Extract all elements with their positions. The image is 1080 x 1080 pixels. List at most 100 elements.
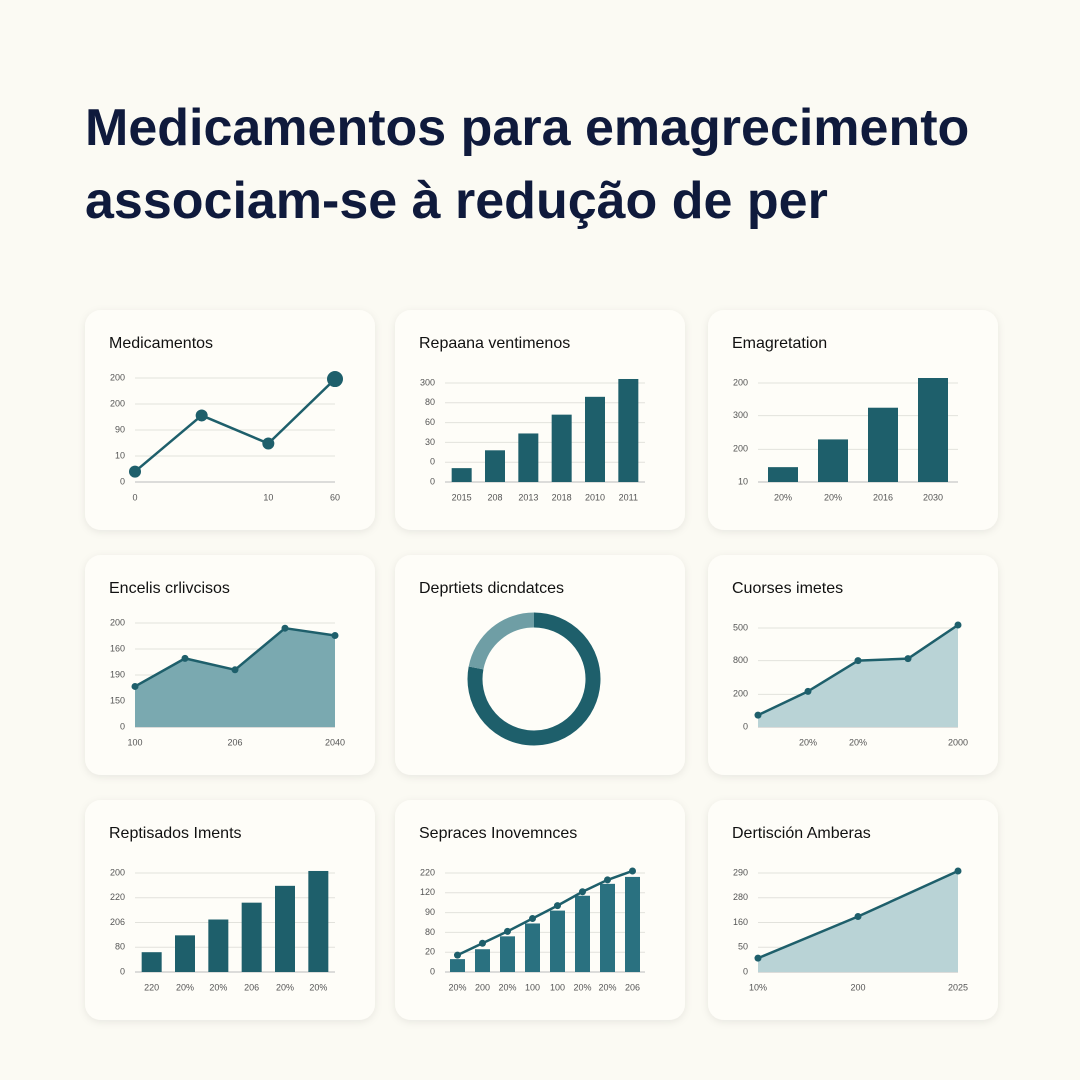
y-tick-label: 160 (733, 917, 748, 927)
y-tick-label: 220 (110, 892, 125, 902)
y-tick-label: 0 (430, 966, 435, 976)
point (954, 621, 962, 629)
x-tick-label: 20% (849, 737, 867, 747)
donut-segment (467, 612, 601, 746)
bar (450, 959, 465, 972)
bar (475, 949, 490, 972)
point (281, 624, 289, 632)
x-tick-label: 2000 (948, 737, 968, 747)
x-tick-label: 2015 (452, 492, 472, 502)
y-tick-label: 200 (733, 444, 748, 454)
point (129, 465, 141, 478)
bar (868, 407, 898, 482)
chart-title: Emagretation (732, 335, 827, 352)
point (331, 631, 339, 639)
point (629, 867, 636, 875)
x-tick-label: 2011 (619, 492, 638, 502)
point (231, 666, 239, 674)
chart-title: Deprtiets dicndatces (419, 580, 564, 597)
y-tick-label: 300 (420, 377, 435, 387)
bar (141, 952, 162, 972)
chart-title: Encelis crlivcisos (109, 580, 230, 597)
point (131, 682, 139, 690)
y-tick-label: 160 (110, 643, 125, 653)
x-tick-label: 2013 (518, 492, 538, 502)
chart-card: Medicamentos 0 10 90 200 200 0 10 60 (85, 310, 375, 530)
y-tick-label: 300 (733, 410, 748, 420)
point (554, 902, 561, 910)
x-tick-label: 0 (132, 492, 137, 502)
x-tick-label: 20% (309, 982, 327, 992)
x-tick-label: 206 (625, 982, 640, 992)
bar (625, 876, 640, 972)
area (758, 870, 958, 972)
card-background (85, 310, 375, 530)
point (181, 654, 189, 662)
bar (485, 450, 505, 482)
bar (618, 378, 639, 482)
x-tick-label: 2018 (552, 492, 572, 502)
x-tick-label: 206 (227, 737, 242, 747)
y-tick-label: 10 (738, 476, 748, 486)
y-tick-label: 0 (120, 476, 125, 486)
y-tick-label: 0 (743, 721, 748, 731)
bar (818, 439, 848, 482)
bar (575, 895, 590, 972)
x-tick-label: 20% (176, 982, 194, 992)
chart-card: Repaana ventimenos 0 0 30 60 80 300 2015 208 2013… (395, 310, 685, 530)
point (604, 876, 611, 884)
x-tick-label: 20% (448, 982, 466, 992)
point (504, 927, 511, 935)
x-tick-label: 100 (525, 982, 540, 992)
y-tick-label: 0 (743, 966, 748, 976)
bar (308, 870, 329, 972)
line (456, 869, 633, 957)
point (854, 913, 862, 921)
x-tick-label: 20% (824, 492, 842, 502)
point (904, 655, 912, 663)
chart-title: Dertisción Amberas (732, 825, 871, 842)
point (262, 437, 275, 450)
bar (518, 433, 539, 482)
chart-title: Medicamentos (109, 335, 213, 352)
y-tick-label: 0 (120, 721, 125, 731)
bar (918, 378, 948, 482)
y-tick-label: 190 (110, 669, 125, 679)
bar (275, 885, 295, 972)
x-tick-label: 20% (799, 737, 817, 747)
y-tick-label: 200 (110, 372, 125, 382)
chart-title: Repaana ventimenos (419, 335, 570, 352)
y-tick-label: 290 (733, 867, 748, 877)
y-tick-label: 800 (733, 655, 748, 665)
bar (525, 923, 540, 972)
y-tick-label: 30 (425, 437, 435, 447)
y-tick-label: 200 (733, 689, 748, 699)
bar (585, 396, 605, 482)
chart-card: Emagretation 10 200 300 200 20% 20% 2016 2030 (708, 310, 998, 530)
area (135, 628, 335, 727)
chart-title: Cuorses imetes (732, 580, 843, 597)
card-background (395, 555, 685, 775)
point (529, 915, 536, 923)
point (804, 687, 812, 695)
y-tick-label: 206 (110, 917, 125, 927)
point (754, 954, 762, 962)
chart-card: Dertisción Amberas 0 50 160 280 290 10% 200 2025 (708, 800, 998, 1020)
bar (550, 910, 565, 972)
point (195, 409, 208, 422)
point (754, 711, 762, 719)
y-tick-label: 60 (425, 417, 435, 427)
x-tick-label: 220 (144, 982, 159, 992)
bar (551, 414, 572, 482)
chart-card: Cuorses imetes 0 200 800 500 20% 20% 2000 (708, 555, 998, 775)
x-tick-label: 20% (498, 982, 516, 992)
chart-card: Deprtiets dicndatces (395, 555, 685, 775)
y-tick-label: 0 (430, 457, 435, 467)
bar (600, 883, 615, 972)
y-tick-label: 80 (425, 397, 435, 407)
donut-segment (468, 612, 535, 670)
y-tick-label: 500 (733, 622, 748, 632)
y-tick-label: 280 (733, 892, 748, 902)
point (327, 371, 343, 388)
point (479, 939, 486, 947)
